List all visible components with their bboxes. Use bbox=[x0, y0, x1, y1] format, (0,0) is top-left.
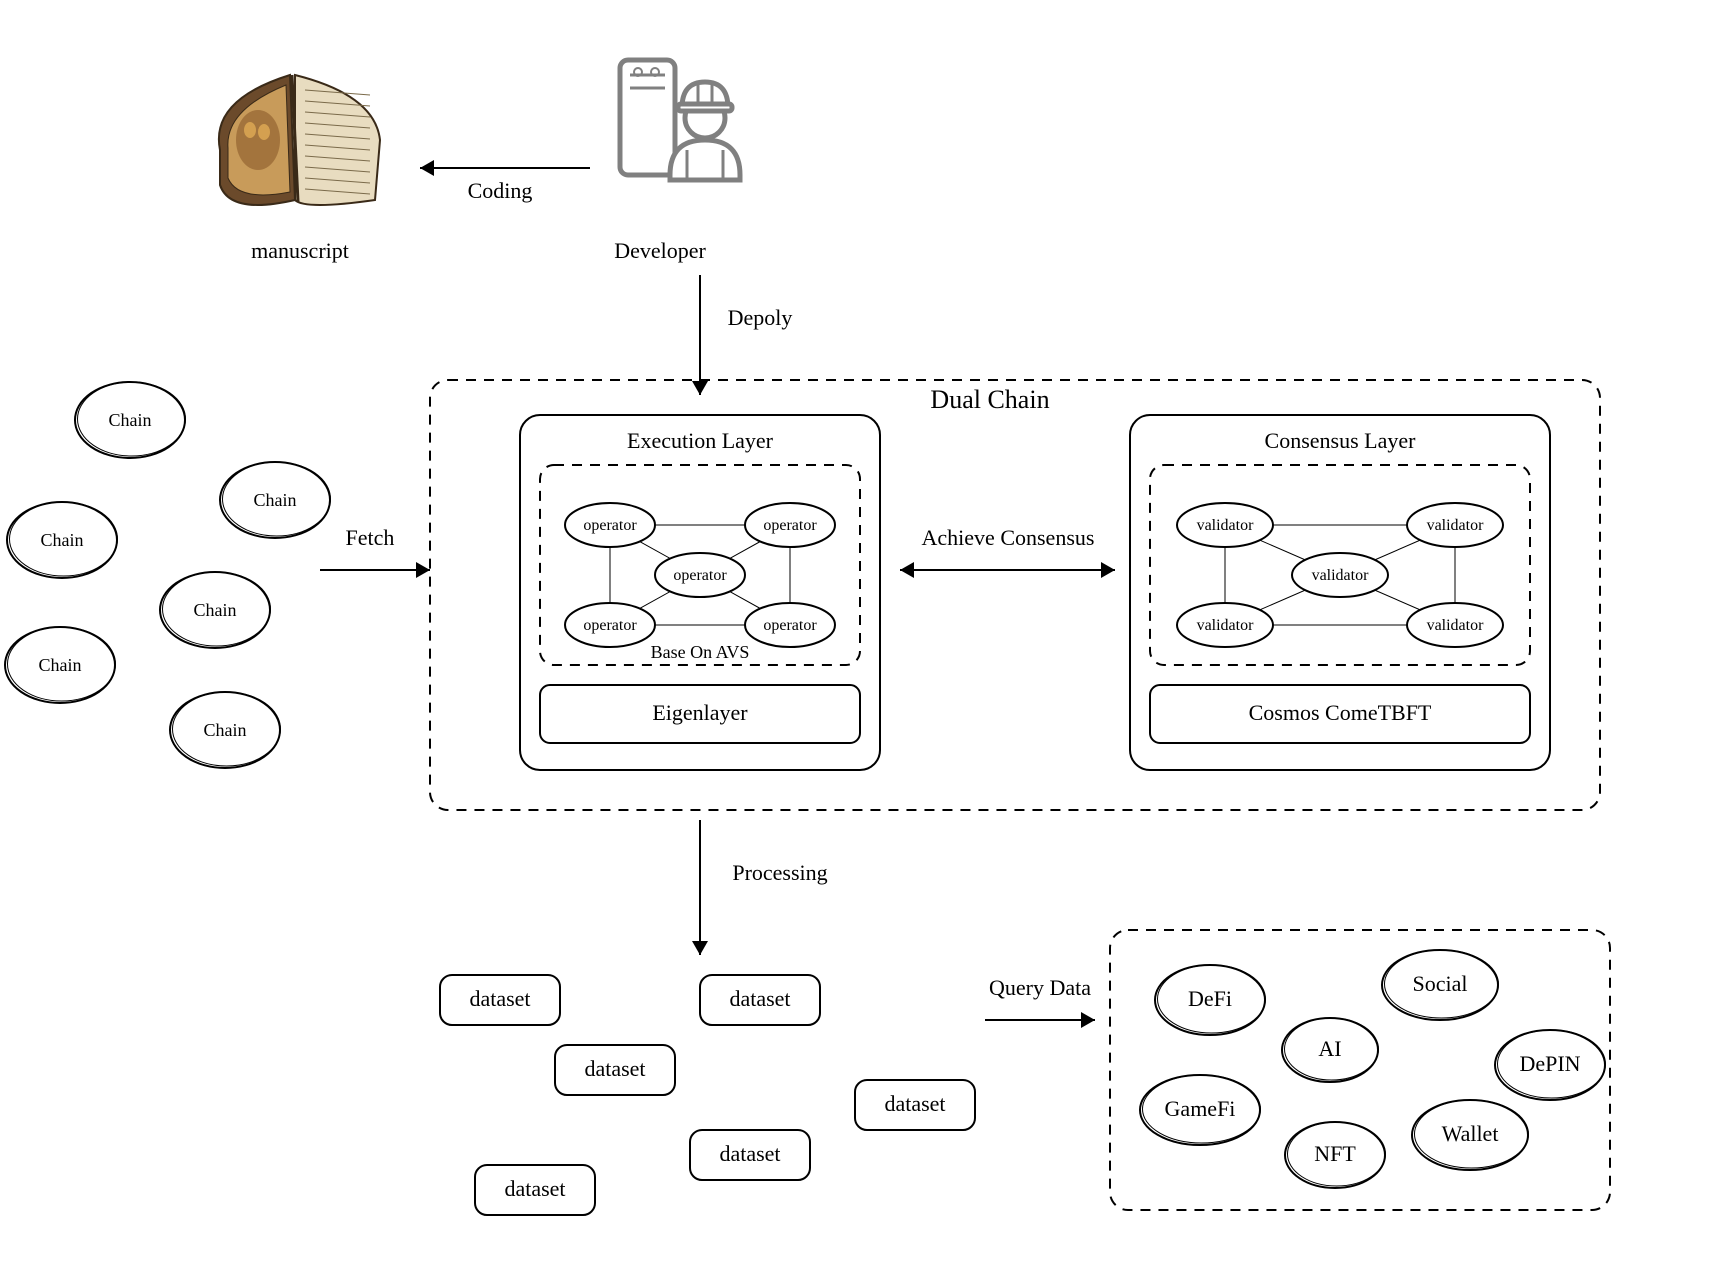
app-label: DeFi bbox=[1188, 986, 1232, 1011]
app-label: DePIN bbox=[1519, 1051, 1580, 1076]
dataset-label: dataset bbox=[584, 1056, 645, 1081]
app-label: NFT bbox=[1314, 1141, 1356, 1166]
chain-node-label: Chain bbox=[204, 720, 247, 740]
edge-achieve bbox=[900, 562, 1115, 578]
edge-query bbox=[985, 1012, 1095, 1028]
edge-processing-label: Processing bbox=[732, 860, 827, 885]
eigenlayer-label: Eigenlayer bbox=[652, 700, 748, 725]
app-label: AI bbox=[1318, 1036, 1341, 1061]
operator-label: operator bbox=[583, 517, 637, 534]
app-label: Social bbox=[1413, 971, 1468, 996]
manuscript-label: manuscript bbox=[251, 238, 349, 263]
operator-label: operator bbox=[583, 617, 637, 634]
edge-deploy-label: Depoly bbox=[728, 305, 793, 330]
edge-achieve-label: Achieve Consensus bbox=[922, 525, 1095, 550]
dataset-label: dataset bbox=[884, 1091, 945, 1116]
chain-node-label: Chain bbox=[39, 655, 82, 675]
dataset-label: dataset bbox=[719, 1141, 780, 1166]
chain-node-label: Chain bbox=[41, 530, 84, 550]
edge-coding bbox=[420, 160, 590, 176]
edge-processing bbox=[692, 820, 708, 955]
operator-label: operator bbox=[763, 617, 817, 634]
app-label: GameFi bbox=[1165, 1096, 1236, 1121]
developer-icon bbox=[620, 60, 740, 180]
dataset-label: dataset bbox=[469, 986, 530, 1011]
developer-label: Developer bbox=[614, 238, 706, 263]
chain-node-label: Chain bbox=[254, 490, 297, 510]
dual-chain-box bbox=[430, 380, 1600, 810]
manuscript-icon bbox=[219, 75, 380, 205]
operator-label: operator bbox=[673, 567, 727, 584]
edge-deploy bbox=[692, 275, 708, 395]
app-label: Wallet bbox=[1442, 1121, 1499, 1146]
validator-label: validator bbox=[1312, 567, 1370, 584]
edge-coding-label: Coding bbox=[468, 178, 533, 203]
operator-label: operator bbox=[763, 517, 817, 534]
edge-fetch-label: Fetch bbox=[346, 525, 395, 550]
validator-label: validator bbox=[1197, 617, 1255, 634]
cometbft-label: Cosmos ComeTBFT bbox=[1249, 700, 1432, 725]
validator-label: validator bbox=[1427, 517, 1485, 534]
consensus-label: Consensus Layer bbox=[1265, 428, 1417, 453]
avs-label: Base On AVS bbox=[651, 642, 750, 662]
execution-label: Execution Layer bbox=[627, 428, 774, 453]
chain-node-label: Chain bbox=[194, 600, 237, 620]
dataset-label: dataset bbox=[504, 1176, 565, 1201]
dual-chain-label: Dual Chain bbox=[930, 385, 1049, 414]
validator-label: validator bbox=[1197, 517, 1255, 534]
dataset-label: dataset bbox=[729, 986, 790, 1011]
edge-fetch bbox=[320, 562, 430, 578]
validator-label: validator bbox=[1427, 617, 1485, 634]
chain-node-label: Chain bbox=[109, 410, 152, 430]
diagram-canvas: manuscript Developer Chain Chain Chain Chain C… bbox=[0, 0, 1714, 1262]
edge-query-label: Query Data bbox=[989, 975, 1091, 1000]
